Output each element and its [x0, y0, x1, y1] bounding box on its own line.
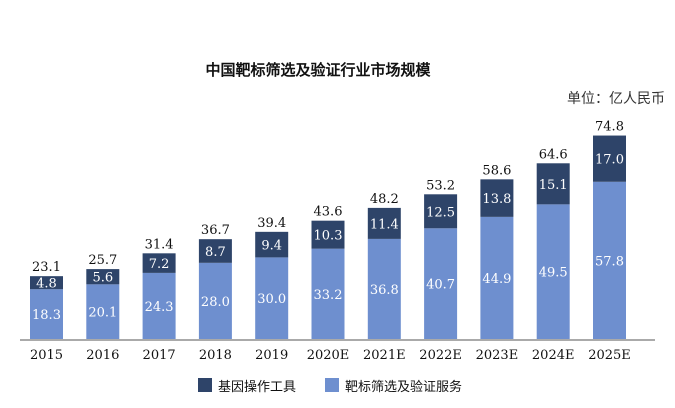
- bar-segment-service-2024E: [536, 204, 570, 339]
- chart-title: 中国靶标筛选及验证行业市场规模: [205, 61, 431, 79]
- total-label: 36.7: [201, 223, 230, 238]
- bar-segment-tools-2024E: [536, 163, 570, 205]
- x-tick-label: 2024E: [532, 348, 575, 363]
- bar-segment-service-2025E: [593, 181, 626, 339]
- x-tick-labels: 2015 2016 2017 2018 2019 2020E 2021E 2022E 2023E…: [30, 348, 631, 363]
- x-tick-label: 2016: [86, 348, 119, 363]
- value-label-tools: 8.7: [205, 245, 226, 260]
- bar-segment-tools-2020E: [311, 220, 345, 249]
- bar-segment-tools-2023E: [480, 179, 514, 217]
- value-label-service: 33.2: [314, 288, 343, 303]
- x-tick-label: 2021E: [363, 348, 406, 363]
- bar-segment-tools-2015: [30, 276, 63, 290]
- value-label-service: 44.9: [482, 272, 511, 287]
- x-tick-label: 2017: [143, 348, 176, 363]
- total-label: 25.7: [88, 253, 117, 268]
- total-label: 74.8: [595, 120, 624, 135]
- value-label-service: 28.0: [201, 295, 230, 310]
- value-label-tools: 13.8: [482, 192, 511, 207]
- total-label: 64.6: [539, 147, 568, 162]
- total-label: 31.4: [145, 237, 174, 252]
- value-label-tools: 12.5: [426, 205, 455, 220]
- bar-segment-service-2018: [198, 262, 232, 339]
- value-label-tools: 17.0: [595, 153, 624, 168]
- x-tick-label: 2022E: [419, 348, 462, 363]
- x-tick-label: 2025E: [588, 348, 631, 363]
- total-label: 48.2: [370, 192, 399, 207]
- total-label: 43.6: [314, 205, 343, 220]
- x-tick-label: 2023E: [476, 348, 519, 363]
- x-tick-label: 2015: [30, 348, 63, 363]
- legend: 基因操作工具 靶标筛选及验证服务: [198, 378, 462, 395]
- bar-segment-tools-2017: [142, 253, 176, 273]
- x-tick-label: 2018: [199, 348, 232, 363]
- bar-segment-tools-2016: [86, 269, 120, 285]
- value-label-service: 24.3: [145, 300, 174, 315]
- value-label-tools: 9.4: [261, 239, 282, 254]
- x-tick-label: 2019: [255, 348, 288, 363]
- bar-segment-tools-2022E: [424, 194, 458, 229]
- bars-layer: 18.3 4.8 23.1 20.1 5.6 25.7 24.3 7.2 31.4 28.0 8.7…: [30, 120, 626, 339]
- legend-swatch: [325, 378, 339, 392]
- bar-segment-service-2016: [86, 284, 120, 339]
- bar-segment-service-2023E: [480, 216, 514, 339]
- total-label: 53.2: [426, 178, 455, 193]
- bar-segment-service-2017: [142, 272, 176, 339]
- value-label-service: 20.1: [88, 306, 117, 321]
- bar-segment-service-2020E: [311, 248, 345, 339]
- bar-segment-tools-2019: [255, 231, 289, 258]
- bar-segment-service-2015: [30, 289, 63, 339]
- value-label-service: 40.7: [426, 278, 455, 293]
- value-label-service: 18.3: [32, 308, 61, 323]
- bar-segment-tools-2018: [198, 239, 232, 263]
- total-label: 58.6: [482, 163, 511, 178]
- value-label-tools: 15.1: [539, 178, 568, 193]
- value-label-tools: 5.6: [92, 271, 113, 286]
- legend-label: 靶标筛选及验证服务: [345, 379, 462, 395]
- bar-segment-service-2019: [255, 257, 289, 339]
- legend-swatch: [198, 378, 212, 392]
- x-tick-label: 2020E: [307, 348, 350, 363]
- total-label: 39.4: [257, 216, 286, 231]
- value-label-tools: 11.4: [370, 217, 399, 232]
- value-label-tools: 4.8: [36, 277, 57, 292]
- value-label-service: 57.8: [595, 254, 624, 269]
- total-label: 23.1: [32, 260, 61, 275]
- bar-segment-tools-2021E: [367, 207, 401, 239]
- bar-segment-tools-2025E: [593, 135, 626, 182]
- value-label-service: 49.5: [539, 266, 568, 281]
- value-label-tools: 10.3: [314, 229, 343, 244]
- unit-label: 单位：亿人民币: [567, 91, 665, 107]
- value-label-service: 36.8: [370, 283, 399, 298]
- bar-segment-service-2021E: [367, 238, 401, 339]
- value-label-service: 30.0: [257, 292, 286, 307]
- legend-label: 基因操作工具: [218, 379, 296, 395]
- value-label-tools: 7.2: [149, 257, 170, 272]
- bar-segment-service-2022E: [424, 228, 458, 339]
